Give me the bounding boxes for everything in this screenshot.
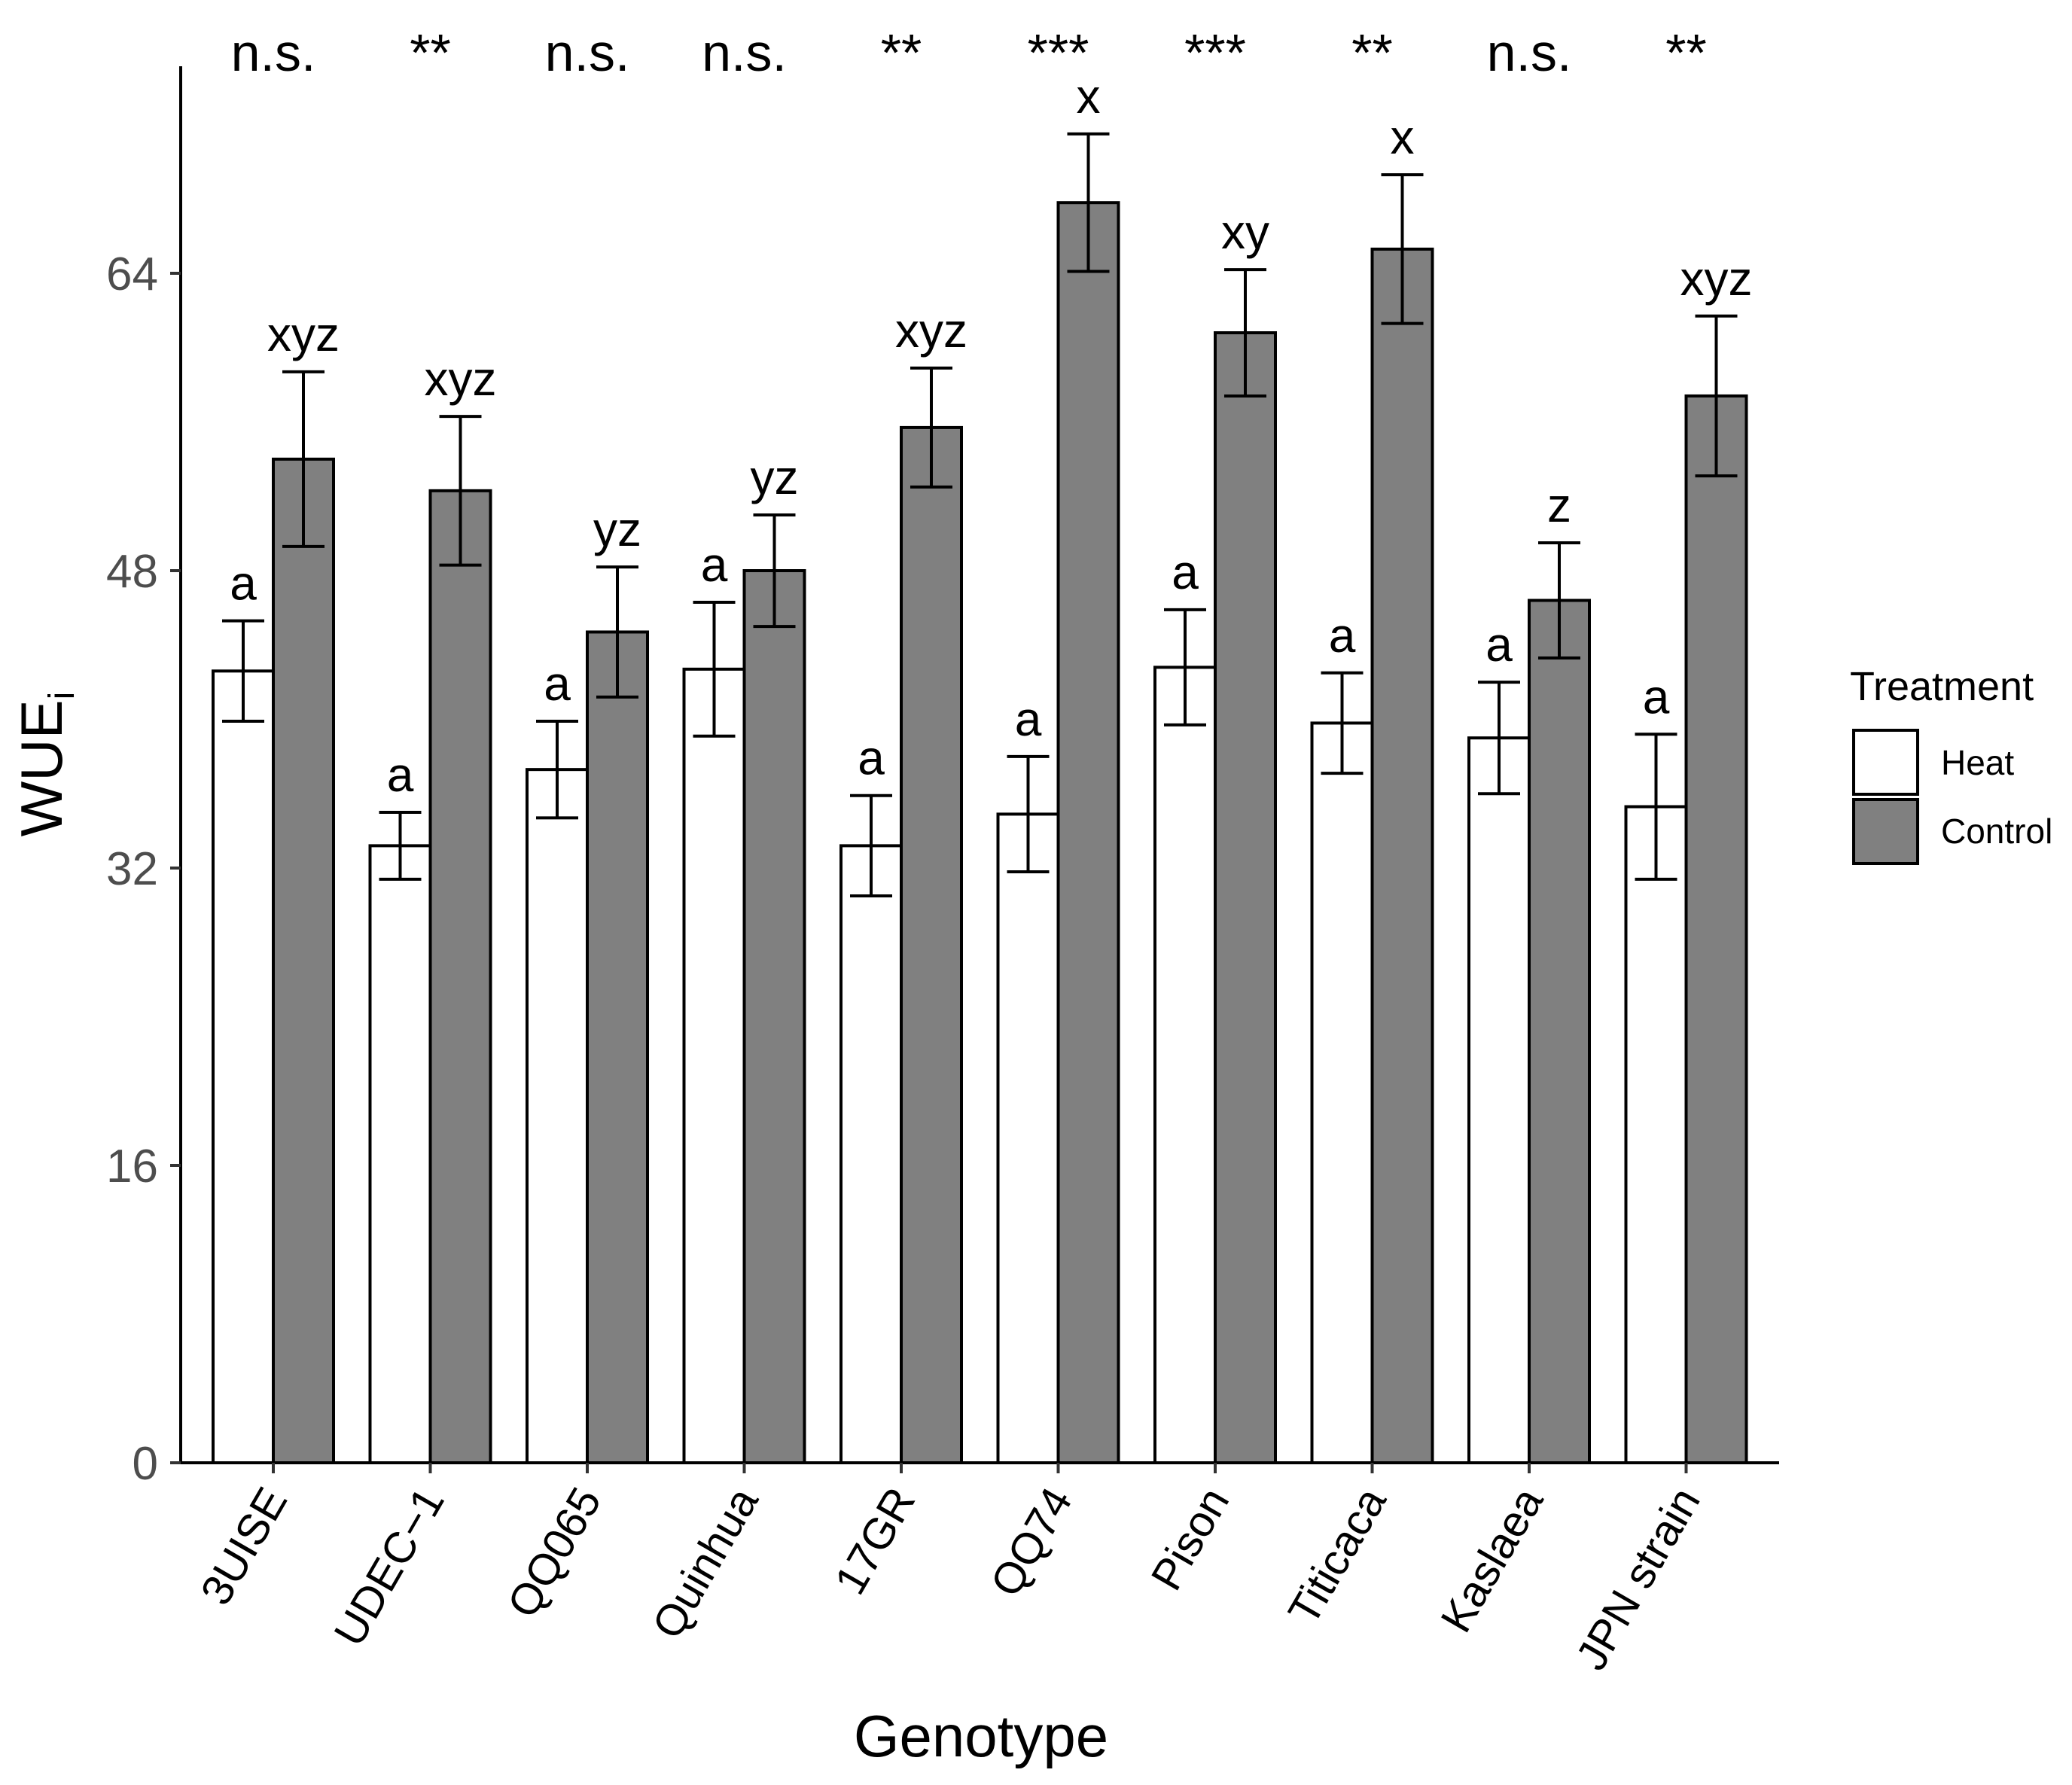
y-ticks-layer: 0 16 32 48 64	[106, 248, 181, 1490]
error-bar-control	[1381, 173, 1424, 325]
significance-label: n.s.	[231, 23, 316, 82]
legend-label-heat: Heat	[1941, 743, 2014, 782]
group-letter-heat: a	[1485, 617, 1513, 672]
bar-heat	[1310, 721, 1374, 1464]
legend-label-control: Control	[1941, 812, 2052, 851]
error-bar-heat	[1635, 733, 1677, 881]
group-letter-heat: a	[1015, 692, 1042, 746]
group-letter-control: xyz	[895, 303, 967, 358]
y-axis-title: WUEi	[8, 692, 82, 837]
group-letter-control: x	[1077, 69, 1101, 123]
legend-key-control	[1852, 798, 1919, 865]
bar-control	[1528, 599, 1591, 1464]
legend-title: Treatment	[1850, 664, 2034, 709]
error-bar-heat	[222, 619, 264, 723]
error-bar-heat	[1164, 608, 1206, 726]
group-letter-control: z	[1547, 478, 1571, 532]
error-bar-heat	[1321, 671, 1364, 775]
significance-label: ***	[1028, 23, 1089, 82]
error-bar-heat	[850, 794, 892, 898]
legend: Treatment Heat Control	[1850, 664, 2052, 865]
group-letter-control: yz	[751, 450, 799, 504]
bar-heat	[212, 669, 275, 1464]
y-tick-label: 64	[106, 248, 158, 300]
y-tick-label: 16	[106, 1141, 158, 1193]
bar-control	[272, 457, 335, 1464]
bar-heat	[996, 812, 1060, 1464]
group-letter-heat: a	[544, 656, 571, 711]
bar-heat	[839, 844, 903, 1464]
error-bar-control	[1538, 541, 1580, 660]
bar-heat	[368, 844, 432, 1464]
group-letter-heat: a	[1643, 669, 1670, 723]
error-bar-control	[910, 366, 952, 489]
significance-label: **	[881, 23, 922, 82]
group-letter-control: xyz	[267, 307, 340, 361]
significance-label: n.s.	[545, 23, 630, 82]
error-bar-heat	[1007, 754, 1050, 873]
group-letter-control: xyz	[425, 352, 497, 406]
group-letter-heat: a	[701, 538, 728, 592]
bar-control	[428, 489, 492, 1464]
group-letter-heat: a	[387, 748, 414, 802]
error-bar-control	[1224, 268, 1266, 398]
significance-label: **	[410, 23, 450, 82]
bar-control	[1370, 247, 1434, 1464]
significance-label: **	[1665, 23, 1706, 82]
significance-label: **	[1351, 23, 1392, 82]
group-letter-control: yz	[593, 502, 641, 556]
error-bars-layer	[222, 132, 1738, 898]
y-tick-label: 0	[133, 1438, 158, 1490]
error-bar-heat	[693, 600, 736, 738]
bar-control	[1056, 201, 1120, 1464]
bar-control	[742, 569, 806, 1464]
error-bar-control	[282, 370, 325, 548]
x-axis-title: Genotype	[854, 1703, 1108, 1769]
significance-label: n.s.	[1487, 23, 1572, 82]
bar-control	[1684, 394, 1748, 1464]
group-letter-heat: a	[1329, 608, 1356, 663]
y-tick-label: 32	[106, 843, 158, 895]
bars-layer	[212, 201, 1748, 1464]
y-tick-label: 48	[106, 546, 158, 598]
error-bar-control	[753, 513, 796, 629]
error-bar-heat	[1478, 681, 1520, 796]
legend-key-heat	[1852, 729, 1919, 796]
error-bar-control	[1695, 314, 1738, 478]
group-letter-heat: a	[858, 731, 885, 785]
bar-heat	[1153, 666, 1217, 1464]
group-letter-control: xy	[1221, 205, 1269, 259]
error-bar-control	[439, 415, 482, 567]
group-letter-heat: a	[230, 556, 257, 611]
bar-control	[586, 630, 649, 1464]
error-bar-control	[596, 565, 638, 699]
bar-control	[1214, 331, 1277, 1464]
error-bar-heat	[536, 719, 578, 820]
bar-heat	[1467, 736, 1531, 1464]
y-axis-title-main: WUE	[8, 699, 75, 836]
group-letter-heat: a	[1172, 545, 1199, 599]
error-bar-control	[1067, 132, 1110, 273]
bar-heat	[526, 768, 589, 1464]
bar-heat	[682, 667, 746, 1464]
bar-control	[900, 425, 963, 1464]
significance-label: ***	[1184, 23, 1246, 82]
error-bar-heat	[379, 810, 422, 881]
group-letter-control: x	[1391, 110, 1415, 164]
group-letter-control: xyz	[1680, 251, 1753, 306]
bar-heat	[1624, 805, 1688, 1464]
significance-layer: n.s. ** n.s. n.s. ** *** *** ** n.s. **	[231, 23, 1707, 82]
y-axis-title-subscript: i	[42, 692, 82, 700]
significance-label: n.s.	[702, 23, 787, 82]
